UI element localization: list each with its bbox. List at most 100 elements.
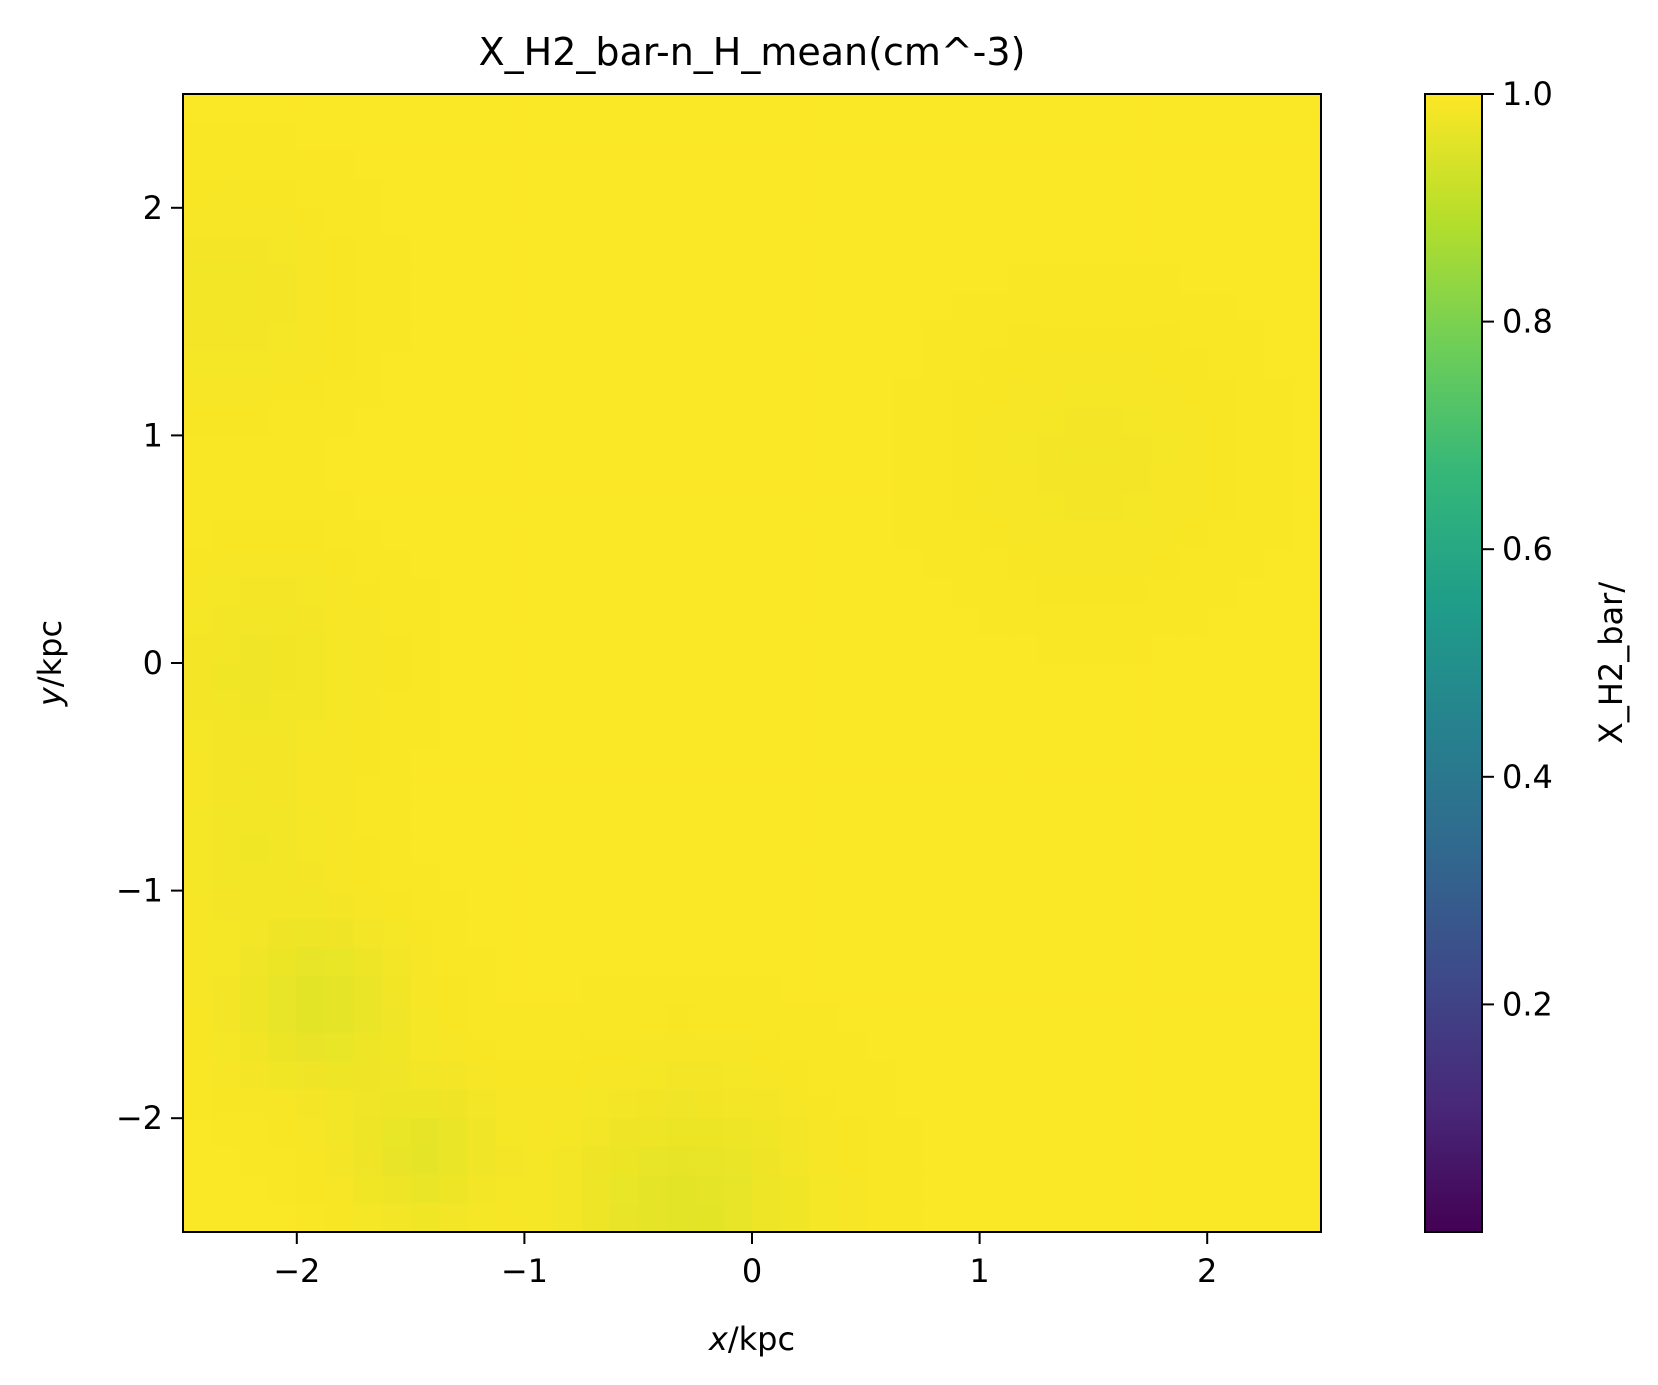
heatmap-cell <box>296 179 326 209</box>
heatmap-cell <box>211 549 241 579</box>
heatmap-cell <box>979 1175 1009 1205</box>
heatmap-cell <box>325 492 355 522</box>
heatmap-cell <box>723 1146 753 1176</box>
heatmap-cell <box>865 919 895 949</box>
heatmap-cell <box>780 862 810 892</box>
heatmap-cell <box>467 1004 497 1034</box>
heatmap-cell <box>382 150 412 180</box>
heatmap-cell <box>1093 663 1123 693</box>
heatmap-cell <box>837 577 867 607</box>
heatmap-cell <box>353 264 383 294</box>
heatmap-cell <box>1064 776 1094 806</box>
heatmap-cell <box>268 1203 298 1232</box>
heatmap-cell <box>666 150 696 180</box>
heatmap-cell <box>1008 663 1038 693</box>
heatmap-cell <box>922 663 952 693</box>
heatmap-cell <box>1036 1175 1066 1205</box>
heatmap-cell <box>382 975 412 1005</box>
heatmap-cell <box>1008 293 1038 323</box>
heatmap-cell <box>183 1175 213 1205</box>
heatmap-cell <box>268 919 298 949</box>
heatmap-cell <box>808 634 838 664</box>
heatmap-cell <box>666 1118 696 1148</box>
heatmap-cell <box>296 691 326 721</box>
heatmap-cell <box>268 293 298 323</box>
heatmap-cell <box>1008 122 1038 152</box>
heatmap-cell <box>1150 606 1180 636</box>
heatmap-cell <box>239 919 269 949</box>
heatmap-cell <box>239 492 269 522</box>
heatmap-cell <box>410 748 440 778</box>
heatmap-cell <box>808 1032 838 1062</box>
heatmap-cell <box>467 919 497 949</box>
heatmap-cell <box>1292 549 1321 579</box>
heatmap-cell <box>495 94 525 124</box>
heatmap-cell <box>296 577 326 607</box>
heatmap-cell <box>808 890 838 920</box>
heatmap-cell <box>524 150 554 180</box>
heatmap-cell <box>1150 435 1180 465</box>
heatmap-cell <box>296 719 326 749</box>
heatmap-cell <box>1178 663 1208 693</box>
heatmap-cell <box>382 520 412 550</box>
heatmap-cell <box>837 463 867 493</box>
heatmap-cell <box>325 293 355 323</box>
heatmap-cell <box>894 293 924 323</box>
heatmap-cell <box>1178 1032 1208 1062</box>
colorbar-tick-label: 0.4 <box>1502 758 1553 796</box>
heatmap-cell <box>1235 264 1265 294</box>
heatmap-cell <box>211 691 241 721</box>
heatmap-cell <box>211 1061 241 1091</box>
heatmap-cell <box>296 264 326 294</box>
heatmap-cell <box>1235 321 1265 351</box>
x-tick-label: 0 <box>742 1252 762 1290</box>
heatmap-cell <box>353 1004 383 1034</box>
heatmap-cell <box>495 549 525 579</box>
heatmap-cell <box>524 293 554 323</box>
heatmap-cell <box>239 94 269 124</box>
heatmap-cell <box>723 293 753 323</box>
heatmap-cell <box>239 1004 269 1034</box>
heatmap-cell <box>1178 150 1208 180</box>
heatmap-cell <box>865 606 895 636</box>
heatmap-cell <box>638 663 668 693</box>
heatmap-cell <box>1008 1146 1038 1176</box>
heatmap-cell <box>1093 1032 1123 1062</box>
heatmap-cell <box>410 406 440 436</box>
heatmap-cell <box>609 94 639 124</box>
heatmap-cell <box>979 179 1009 209</box>
heatmap-cell <box>1235 691 1265 721</box>
heatmap-cell <box>951 719 981 749</box>
heatmap-cell <box>837 719 867 749</box>
heatmap-cell <box>1235 1089 1265 1119</box>
heatmap-cell <box>439 833 469 863</box>
heatmap-cell <box>211 1004 241 1034</box>
heatmap-cell <box>1150 919 1180 949</box>
heatmap-cell <box>1008 1203 1038 1232</box>
heatmap-cell <box>467 691 497 721</box>
heatmap-cell <box>1093 236 1123 266</box>
heatmap-cell <box>439 520 469 550</box>
heatmap-cell <box>1264 549 1294 579</box>
heatmap-cell <box>552 463 582 493</box>
heatmap-cell <box>752 520 782 550</box>
heatmap-cell <box>183 435 213 465</box>
heatmap-cell <box>1093 1061 1123 1091</box>
heatmap-cell <box>1207 264 1237 294</box>
heatmap-cell <box>752 577 782 607</box>
heatmap-cell <box>951 1004 981 1034</box>
heatmap-cell <box>239 606 269 636</box>
heatmap-cell <box>666 606 696 636</box>
heatmap-cell <box>752 94 782 124</box>
heatmap-cell <box>1235 492 1265 522</box>
heatmap-cell <box>1178 1175 1208 1205</box>
heatmap-cell <box>638 435 668 465</box>
heatmap-cell <box>439 94 469 124</box>
heatmap-cell <box>894 919 924 949</box>
heatmap-cell <box>808 549 838 579</box>
heatmap-cell <box>609 975 639 1005</box>
heatmap-cell <box>353 520 383 550</box>
heatmap-cell <box>467 293 497 323</box>
heatmap-cell <box>922 378 952 408</box>
heatmap-cell <box>609 634 639 664</box>
